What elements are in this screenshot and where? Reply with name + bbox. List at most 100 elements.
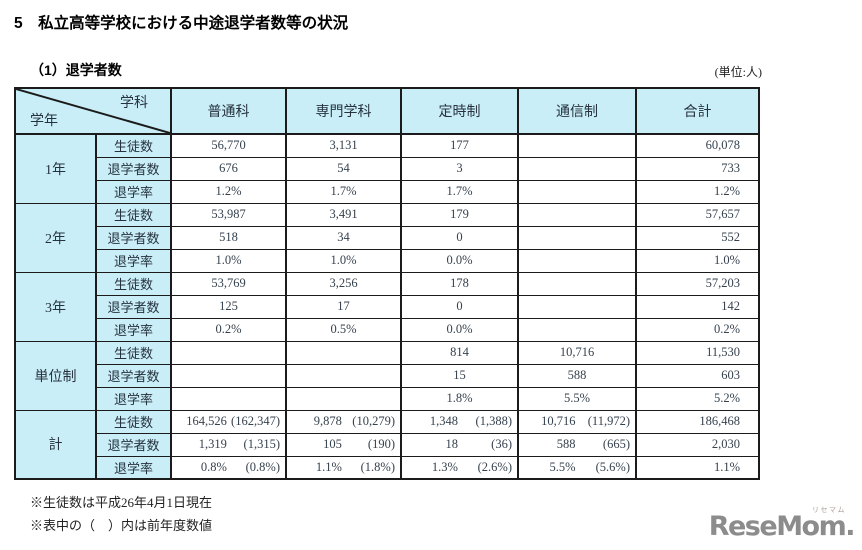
- table-row: 退学者数 1,319 (1,315) 105 (190) 18 (36) 588 (66…: [15, 432, 760, 457]
- current-value: 1,348: [429, 414, 458, 428]
- value-cell: 1,319 (1,315): [170, 432, 287, 457]
- value-cell: [517, 202, 637, 227]
- metric-label: 退学者数: [95, 432, 172, 457]
- previous-year-value: (5.6%): [595, 459, 630, 474]
- footnote-parentheses-note: ※表中の（ ）内は前年度数値: [30, 517, 213, 533]
- total-cell: 5.2%: [635, 386, 760, 411]
- table-row: 退学率 0.8% (0.8%) 1.1% (1.8%) 1.3% (2.6%) 5.5…: [15, 455, 760, 480]
- value-cell: 53,769: [170, 271, 287, 296]
- value-cell: 1.8%: [400, 386, 519, 411]
- group-label-total: 計: [14, 409, 97, 480]
- column-header-correspondence: 通信制: [517, 87, 637, 135]
- current-value: 588: [556, 437, 576, 451]
- value-cell: [517, 294, 637, 319]
- diagonal-line-icon: [16, 89, 170, 133]
- table-row: 2年 生徒数 53,987 3,491 179 57,657: [14, 202, 760, 273]
- total-cell: 1.0%: [635, 248, 760, 273]
- value-cell: 125: [170, 294, 287, 319]
- value-cell: 5.5% (5.6%): [517, 455, 637, 480]
- value-cell: [517, 225, 637, 250]
- value-cell: 54: [285, 156, 402, 181]
- resemom-logo: リセマム ReseMom.: [709, 507, 856, 541]
- unit-note: (単位:人): [714, 65, 762, 79]
- value-cell: 17: [285, 294, 402, 319]
- resemom-logo-ruby: リセマム: [812, 506, 846, 514]
- value-cell: 1.3% (2.6%): [400, 455, 519, 480]
- value-cell: 34: [285, 225, 402, 250]
- value-cell: 518: [170, 225, 287, 250]
- value-cell: 0: [400, 294, 519, 319]
- table-row: 退学率 1.8% 5.5% 5.2%: [15, 386, 760, 411]
- value-cell: 3,256: [285, 271, 402, 296]
- value-cell: 177: [400, 133, 519, 158]
- value-cell: [517, 271, 637, 296]
- current-value: 1,319: [198, 437, 227, 451]
- total-cell: 1.1%: [635, 455, 760, 480]
- metric-label: 退学率: [95, 455, 172, 480]
- value-cell: [285, 363, 402, 388]
- table-row: 退学率 1.0% 1.0% 0.0% 1.0%: [15, 248, 760, 273]
- table-row: 計 生徒数 164,526 (162,347) 9,878 (10,279) 1,3…: [14, 409, 760, 480]
- previous-year-value: (1.8%): [360, 459, 395, 474]
- corner-cell: 学科 学年: [14, 87, 172, 135]
- table-row: 退学者数 518 34 0 552: [15, 225, 760, 250]
- table-row: 退学者数 676 54 3 733: [15, 156, 760, 181]
- table-row: 退学率 0.2% 0.5% 0.0% 0.2%: [15, 317, 760, 342]
- current-value: 1.3%: [431, 459, 458, 474]
- total-cell: 603: [635, 363, 760, 388]
- value-cell: [517, 179, 637, 204]
- column-header-specialized: 専門学科: [285, 87, 402, 135]
- value-cell: 105 (190): [285, 432, 402, 457]
- previous-year-value: (162,347): [231, 414, 280, 428]
- previous-year-value: (2.6%): [477, 459, 512, 474]
- dropout-table: 学科 学年 普通科 専門学科 定時制 通信制 合計 1年 生徒数 56,770 …: [14, 87, 760, 480]
- value-cell: [170, 340, 287, 365]
- total-cell: 11,530: [635, 340, 760, 365]
- value-cell: 588: [517, 363, 637, 388]
- value-cell: 5.5%: [517, 386, 637, 411]
- value-cell: 0.8% (0.8%): [170, 455, 287, 480]
- table-row: 1年 生徒数 56,770 3,131 177 60,078: [14, 133, 760, 204]
- metric-label: 生徒数: [95, 271, 172, 296]
- metric-label: 退学者数: [95, 156, 172, 181]
- total-cell: 733: [635, 156, 760, 181]
- value-cell: 164,526 (162,347): [170, 409, 287, 434]
- current-value: 1.1%: [315, 459, 342, 474]
- value-cell: 9,878 (10,279): [285, 409, 402, 434]
- value-cell: [517, 248, 637, 273]
- metric-label: 退学率: [95, 317, 172, 342]
- total-cell: 2,030: [635, 432, 760, 457]
- total-cell: 57,203: [635, 271, 760, 296]
- value-cell: [170, 363, 287, 388]
- total-cell: 60,078: [635, 133, 760, 158]
- metric-label: 退学者数: [95, 294, 172, 319]
- table-row: 単位制 生徒数 814 10,716 11,530: [14, 340, 760, 411]
- value-cell: 1.1% (1.8%): [285, 455, 402, 480]
- value-cell: 676: [170, 156, 287, 181]
- previous-year-value: (665): [602, 437, 630, 451]
- value-cell: 0: [400, 225, 519, 250]
- current-value: 9,878: [313, 414, 342, 428]
- column-header-parttime: 定時制: [400, 87, 519, 135]
- value-cell: 1.0%: [285, 248, 402, 273]
- metric-label: 生徒数: [95, 202, 172, 227]
- value-cell: 0.0%: [400, 317, 519, 342]
- table-row: 退学率 1.2% 1.7% 1.7% 1.2%: [15, 179, 760, 204]
- value-cell: 15: [400, 363, 519, 388]
- table-row: 退学者数 125 17 0 142: [15, 294, 760, 319]
- total-cell: 552: [635, 225, 760, 250]
- table-row: 3年 生徒数 53,769 3,256 178 57,203: [14, 271, 760, 342]
- table-row: 退学者数 15 588 603: [15, 363, 760, 388]
- column-header-general: 普通科: [170, 87, 287, 135]
- corner-top-label: 学科: [120, 96, 148, 111]
- value-cell: 1.0%: [170, 248, 287, 273]
- metric-label: 生徒数: [95, 340, 172, 365]
- previous-year-value: (11,972): [587, 414, 630, 428]
- value-cell: [517, 317, 637, 342]
- current-value: 10,716: [541, 414, 576, 428]
- value-cell: 53,987: [170, 202, 287, 227]
- current-value: 5.5%: [549, 459, 576, 474]
- value-cell: 1,348 (1,388): [400, 409, 519, 434]
- group-label-credit-system: 単位制: [14, 340, 97, 411]
